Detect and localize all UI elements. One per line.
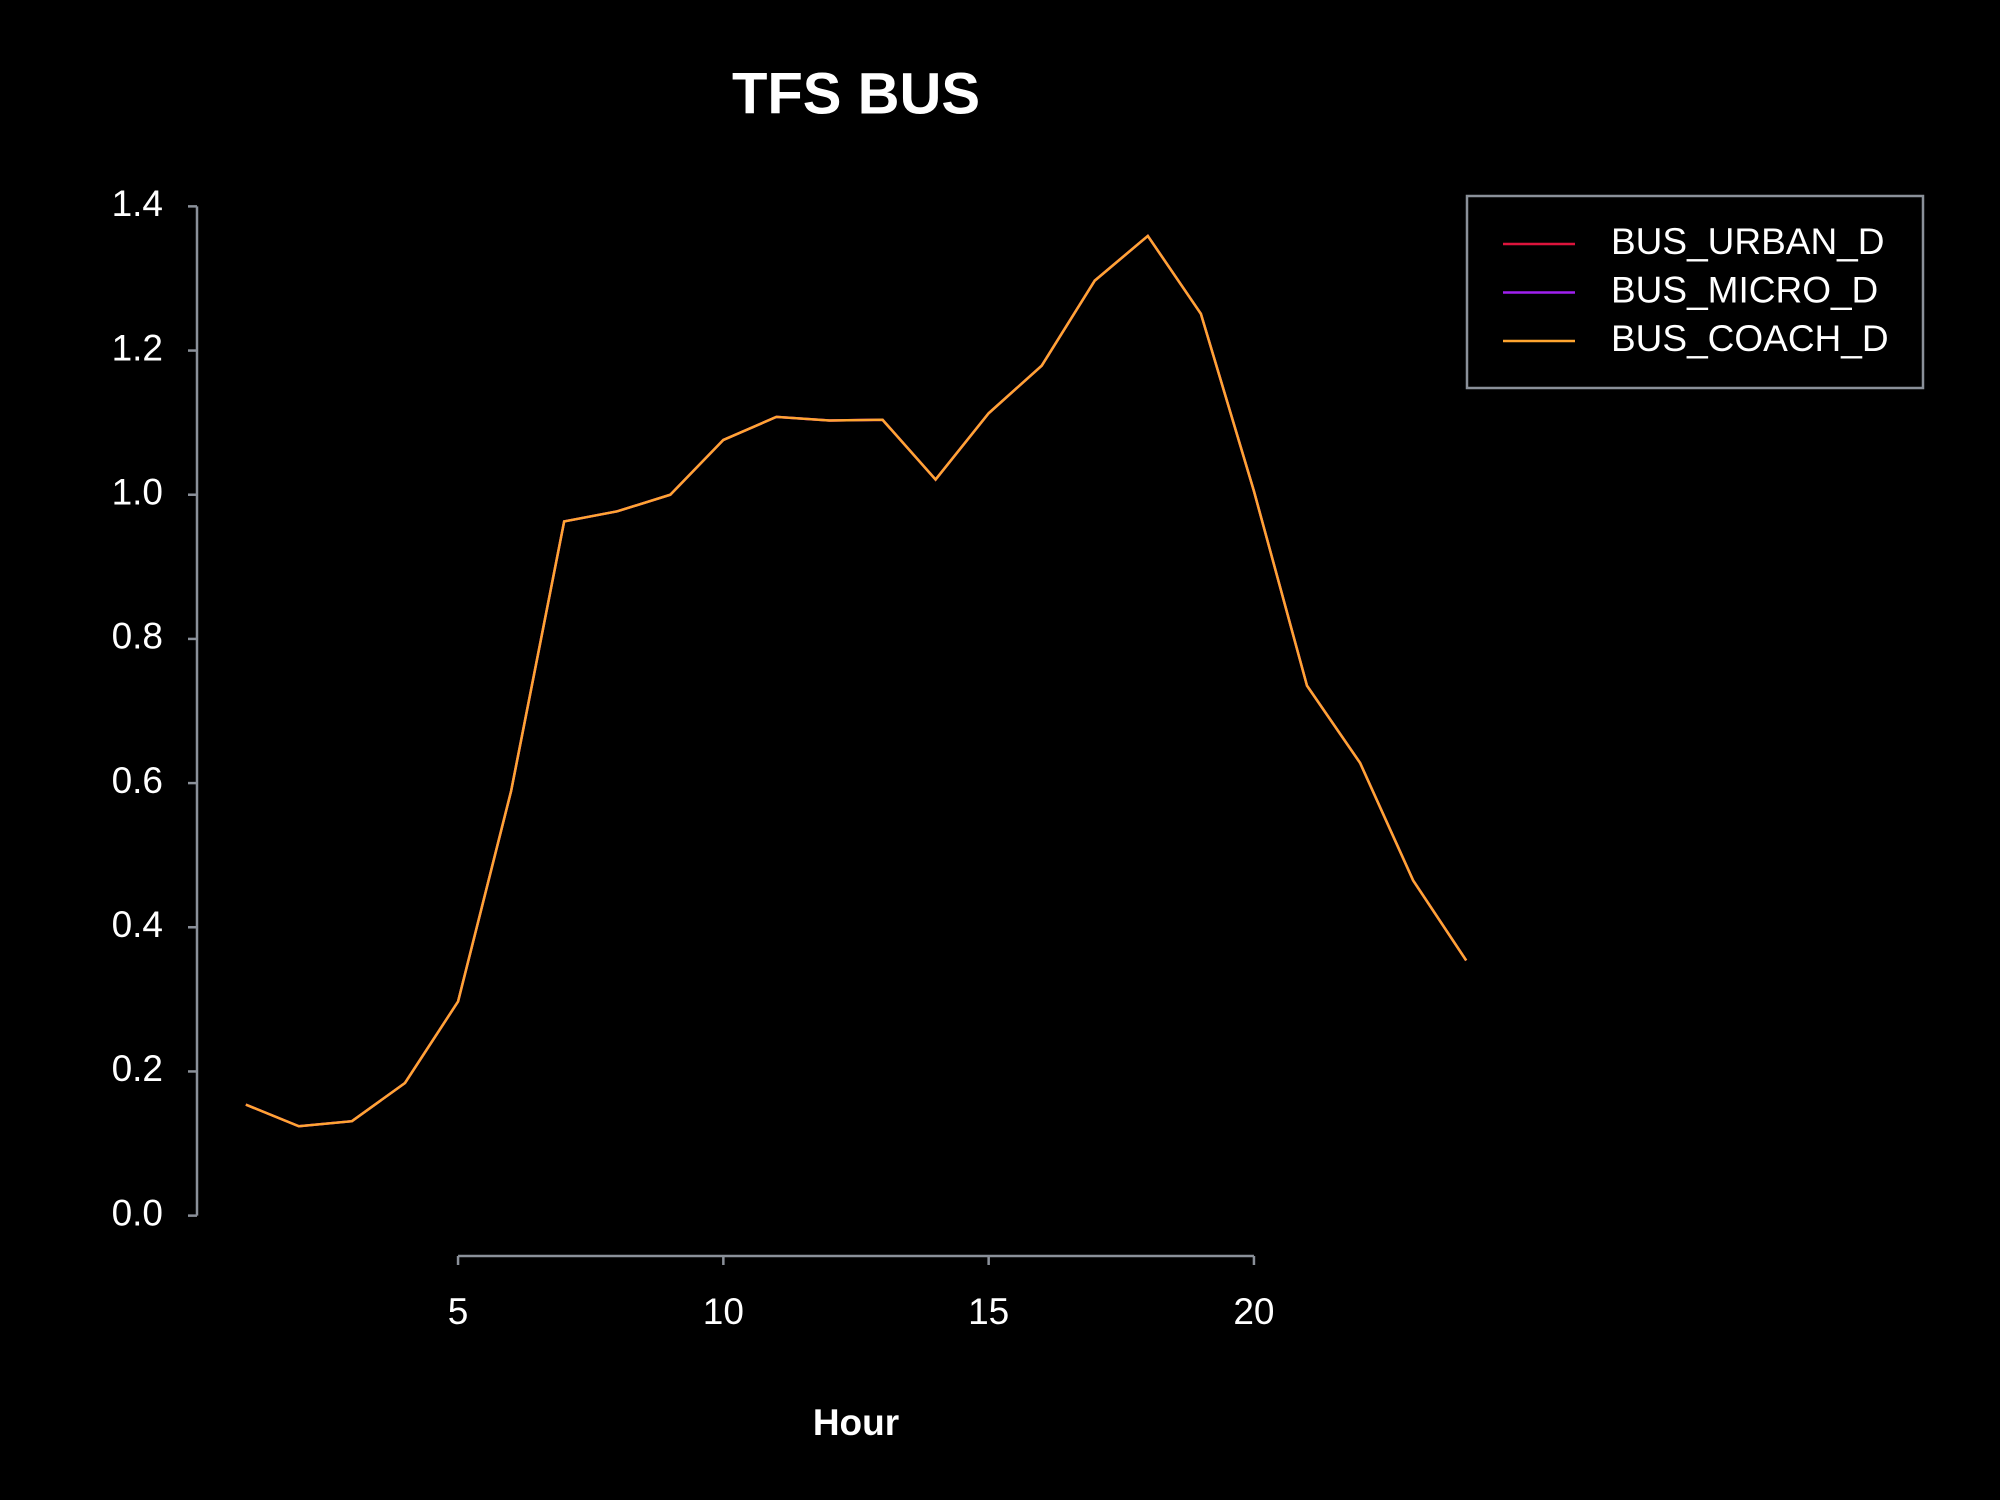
legend-label: BUS_URBAN_D bbox=[1611, 221, 1884, 262]
x-axis-label: Hour bbox=[813, 1402, 899, 1443]
y-tick-label: 1.2 bbox=[112, 327, 163, 368]
x-tick-label: 5 bbox=[448, 1291, 469, 1332]
y-tick-label: 0.0 bbox=[112, 1192, 163, 1233]
y-tick-label: 0.6 bbox=[112, 760, 163, 801]
y-tick-label: 0.8 bbox=[112, 616, 163, 657]
y-tick-label: 1.4 bbox=[112, 183, 163, 224]
x-tick-label: 10 bbox=[703, 1291, 744, 1332]
y-tick-label: 1.0 bbox=[112, 472, 163, 513]
y-tick-label: 0.4 bbox=[112, 904, 163, 945]
line-series bbox=[245, 234, 1468, 1128]
y-tick-label: 0.2 bbox=[112, 1048, 163, 1089]
legend-label: BUS_COACH_D bbox=[1611, 318, 1889, 359]
chart-title: TFS BUS bbox=[732, 61, 980, 126]
x-tick-label: 15 bbox=[968, 1291, 1009, 1332]
x-tick-label: 20 bbox=[1233, 1291, 1274, 1332]
legend-label: BUS_MICRO_D bbox=[1611, 269, 1878, 310]
